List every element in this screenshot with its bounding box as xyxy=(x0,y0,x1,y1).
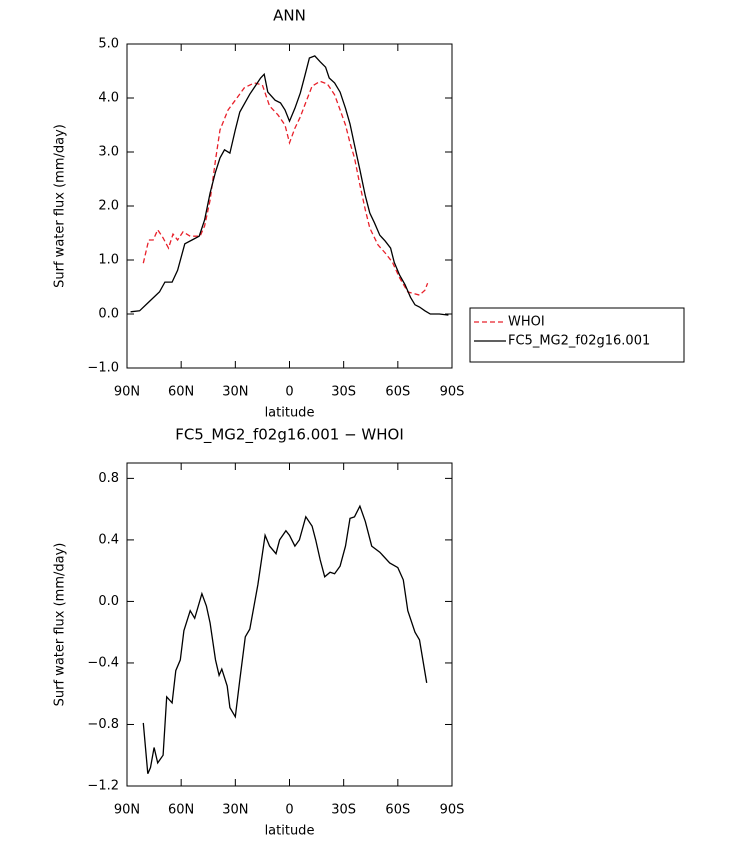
x-tick-label: 90S xyxy=(440,803,465,818)
y-tick-label: −0.8 xyxy=(87,717,119,732)
y-tick-label: 1.0 xyxy=(98,253,119,268)
data-line xyxy=(130,55,449,316)
x-tick-label: 90S xyxy=(440,385,465,400)
y-tick-label: −1.0 xyxy=(87,361,119,376)
x-tick-label: 30S xyxy=(331,803,356,818)
x-tick-label: 0 xyxy=(285,803,293,818)
chart-title: FC5_MG2_f02g16.001 − WHOI xyxy=(175,426,404,445)
data-line xyxy=(142,504,428,774)
y-tick-label: −1.2 xyxy=(87,779,119,794)
x-tick-label: 60N xyxy=(168,385,194,400)
chart-title: ANN xyxy=(273,7,306,25)
y-tick-label: 3.0 xyxy=(98,145,119,160)
y-tick-label: 2.0 xyxy=(98,199,119,214)
x-tick-label: 30N xyxy=(222,385,248,400)
y-tick-label: 0.0 xyxy=(98,594,119,609)
y-axis-label: Surf water flux (mm/day) xyxy=(53,124,68,288)
y-tick-label: 4.0 xyxy=(98,91,119,106)
plot-frame xyxy=(126,43,453,369)
y-tick-label: 0.4 xyxy=(98,532,119,547)
legend-label: FC5_MG2_f02g16.001 xyxy=(508,334,650,349)
x-tick-label: 60S xyxy=(385,385,410,400)
legend-label: WHOI xyxy=(508,315,545,330)
x-axis-label: latitude xyxy=(265,406,315,421)
x-axis-label: latitude xyxy=(265,824,315,839)
y-axis-label: Surf water flux (mm/day) xyxy=(53,543,68,707)
y-tick-label: 0.8 xyxy=(98,471,119,486)
x-tick-label: 90N xyxy=(114,803,140,818)
x-tick-label: 30S xyxy=(331,385,356,400)
y-tick-label: 5.0 xyxy=(98,37,119,52)
x-tick-label: 60S xyxy=(385,803,410,818)
data-line xyxy=(142,80,429,296)
legend-box xyxy=(469,307,685,363)
x-tick-label: 90N xyxy=(114,385,140,400)
y-tick-label: 0.0 xyxy=(98,307,119,322)
x-tick-label: 30N xyxy=(222,803,248,818)
x-tick-label: 60N xyxy=(168,803,194,818)
plot-frame xyxy=(126,462,453,787)
y-tick-label: −0.4 xyxy=(87,655,119,670)
x-tick-label: 0 xyxy=(285,385,293,400)
